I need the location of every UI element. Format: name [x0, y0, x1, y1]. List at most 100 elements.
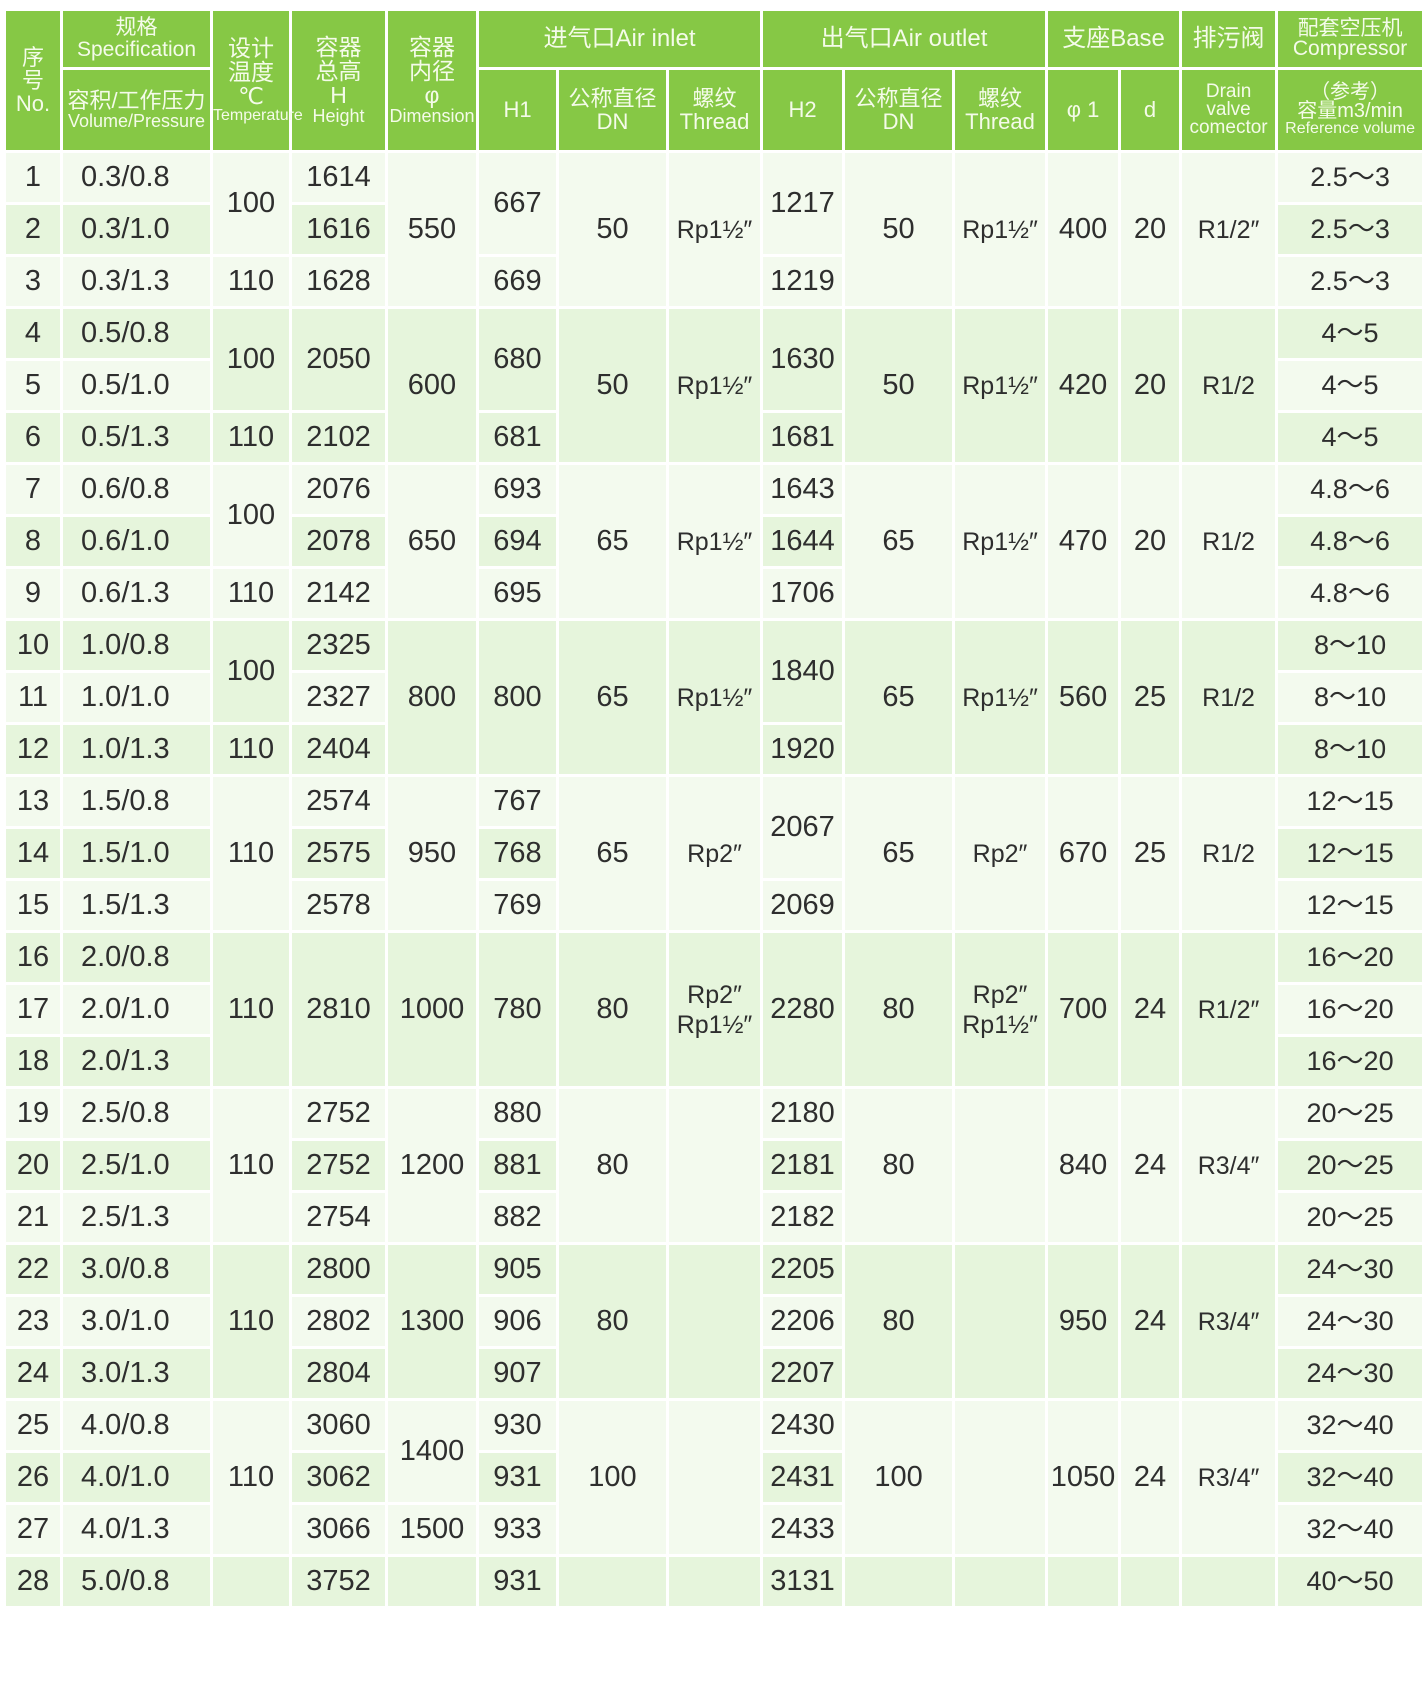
- cell-spec: 1.0/1.0: [60, 670, 213, 725]
- cell-h1: 694: [476, 514, 559, 569]
- cell-height: 2050: [289, 306, 388, 413]
- cell-dim: 650: [385, 462, 479, 621]
- cell-phi1: 470: [1045, 462, 1122, 621]
- cell-no: 18: [3, 1034, 63, 1089]
- cell-in-dn: 50: [556, 150, 669, 309]
- header-volume-pressure-cn: 容积/工作压力: [67, 88, 206, 113]
- cell-drain: R1/2″: [1179, 930, 1279, 1089]
- cell-comp: 4.8～6: [1275, 462, 1425, 517]
- cell-no: 21: [3, 1190, 63, 1245]
- cell-spec: 0.6/1.3: [60, 566, 213, 621]
- cell-temp: 110: [210, 254, 292, 309]
- header-d: d: [1118, 67, 1183, 153]
- header-drain-cn: 排污阀: [1179, 8, 1279, 70]
- table-row: 2 0.3/1.0 1616 2.5～3: [3, 202, 1425, 257]
- cell-in-dn: 80: [556, 930, 669, 1089]
- cell-h1: 930: [476, 1398, 559, 1453]
- cell-h2: 2433: [760, 1502, 846, 1557]
- cell-temp: 100: [210, 462, 292, 569]
- table-row: 19 2.5/0.8 110 2752 1200 880 80 2180 80 840 24 R3/4…: [3, 1086, 1425, 1245]
- header-air-outlet: 出气口Air outlet: [760, 8, 1049, 70]
- table-row: 7 0.6/0.8 100 2076 650 693 65 Rp1½″ 1643 65 Rp1½″ 4…: [3, 462, 1425, 621]
- cell-no: 28: [3, 1554, 63, 1609]
- cell-height: 2327: [289, 670, 388, 725]
- cell-h1: 931: [476, 1450, 559, 1505]
- cell-h2: 1920: [760, 722, 846, 777]
- cell-comp: 20～25: [1275, 1190, 1425, 1245]
- cell-out-thread: Rp1½″: [952, 618, 1049, 777]
- cell-comp: 8～10: [1275, 670, 1425, 725]
- table-row: 9 0.6/1.3 110 2142 695 1706 4.8～6: [3, 566, 1425, 621]
- table-row: 1 0.3/0.8 100 1614 550 667 50 Rp1½″ 1217 50 Rp1½″ 4…: [3, 150, 1425, 309]
- table-header: 序 号 No. 规格Specification 设计 温度 ℃ Temperatu…: [3, 8, 1425, 153]
- header-h2: H2: [760, 67, 846, 153]
- header-spec: 规格Specification: [60, 8, 213, 70]
- cell-temp: 110: [210, 1086, 292, 1245]
- cell-height: 2810: [289, 930, 388, 1089]
- cell-h1: 695: [476, 566, 559, 621]
- header-outlet-dn: 公称直径 DN: [842, 67, 956, 153]
- table-row: 10 1.0/0.8 100 2325 800 800 65 Rp1½″ 1840 65 Rp1½″…: [3, 618, 1425, 777]
- cell-out-thread: Rp1½″: [952, 462, 1049, 621]
- cell-comp: 4～5: [1275, 410, 1425, 465]
- header-inlet-thread: 螺纹 Thread: [665, 67, 764, 153]
- cell-height: 2142: [289, 566, 388, 621]
- header-air-inlet: 进气口Air inlet: [475, 8, 764, 70]
- cell-comp: 32～40: [1275, 1502, 1425, 1557]
- header-outlet-thread: 螺纹 Thread: [952, 67, 1049, 153]
- cell-drain: [1179, 1554, 1279, 1609]
- cell-drain: R1/2″: [1179, 150, 1279, 309]
- cell-comp: 8～10: [1275, 722, 1425, 777]
- cell-spec: 0.5/1.3: [60, 410, 213, 465]
- cell-height: 2325: [289, 618, 388, 673]
- cell-d: 24: [1118, 1398, 1183, 1557]
- cell-d: 24: [1118, 1086, 1183, 1245]
- cell-drain: R1/2: [1179, 306, 1279, 465]
- cell-h1: 905: [476, 1242, 559, 1297]
- cell-d: [1118, 1554, 1183, 1609]
- cell-no: 9: [3, 566, 63, 621]
- cell-spec: 2.0/1.0: [60, 982, 213, 1037]
- table-row: 12 1.0/1.3 110 2404 1920 8～10: [3, 722, 1425, 777]
- table-row: 27 4.0/1.3 3066 1500 933 2433 32～40: [3, 1502, 1425, 1557]
- cell-out-dn: 80: [842, 1242, 956, 1401]
- header-dimension-en: Dimension: [389, 106, 475, 127]
- cell-height: 2752: [289, 1086, 388, 1141]
- cell-h2: 1219: [760, 254, 846, 309]
- cell-comp: 8～10: [1275, 618, 1425, 673]
- cell-no: 7: [3, 462, 63, 517]
- cell-spec: 4.0/1.3: [60, 1502, 213, 1557]
- cell-height: 2578: [289, 878, 388, 933]
- cell-height: 3060: [289, 1398, 388, 1453]
- cell-h1: 693: [476, 462, 559, 517]
- cell-no: 23: [3, 1294, 63, 1349]
- cell-comp: 20～25: [1275, 1086, 1425, 1141]
- cell-dim: [385, 1554, 479, 1609]
- header-height-cn: 容器 总高 H: [315, 33, 362, 109]
- cell-comp: 32～40: [1275, 1398, 1425, 1453]
- cell-temp: 100: [210, 306, 292, 413]
- cell-d: 20: [1118, 150, 1183, 309]
- header-base: 支座Base: [1045, 8, 1183, 70]
- cell-comp: 32～40: [1275, 1450, 1425, 1505]
- spec-table: 序 号 No. 规格Specification 设计 温度 ℃ Temperatu…: [3, 8, 1425, 1609]
- table-row: 18 2.0/1.3 16～20: [3, 1034, 1425, 1089]
- cell-h2: 2206: [760, 1294, 846, 1349]
- cell-dim: 1400: [385, 1398, 479, 1505]
- cell-h1: 906: [476, 1294, 559, 1349]
- cell-d: 24: [1118, 930, 1183, 1089]
- cell-h1: 680: [476, 306, 559, 413]
- cell-h1: 800: [476, 618, 559, 777]
- table-row: 3 0.3/1.3 110 1628 669 1219 2.5～3: [3, 254, 1425, 309]
- cell-in-thread: Rp1½″: [665, 618, 764, 777]
- cell-out-dn: 65: [842, 462, 956, 621]
- cell-comp: 4～5: [1275, 358, 1425, 413]
- cell-no: 1: [3, 150, 63, 205]
- header-dimension-cn: 容器 内径 φ: [409, 33, 455, 109]
- cell-height: 2078: [289, 514, 388, 569]
- table-row: 14 1.5/1.0 2575 768 12～15: [3, 826, 1425, 881]
- cell-drain: R3/4″: [1179, 1242, 1279, 1401]
- cell-in-dn: 65: [556, 618, 669, 777]
- cell-spec: 4.0/0.8: [60, 1398, 213, 1453]
- cell-spec: 3.0/1.3: [60, 1346, 213, 1401]
